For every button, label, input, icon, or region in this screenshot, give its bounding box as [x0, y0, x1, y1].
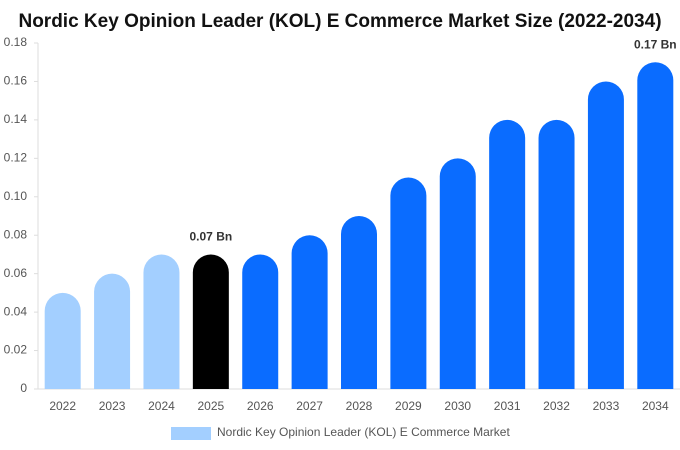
bar — [94, 273, 131, 389]
bar — [538, 119, 575, 389]
y-tick-label: 0.10 — [4, 189, 28, 203]
x-tick-label: 2028 — [346, 399, 373, 413]
legend-swatch — [171, 427, 211, 440]
bar — [44, 292, 81, 389]
chart-title: Nordic Key Opinion Leader (KOL) E Commer… — [18, 11, 661, 32]
data-label: 0.07 Bn — [190, 230, 233, 244]
bar — [489, 119, 526, 390]
y-tick-label: 0 — [20, 381, 27, 395]
y-tick-label: 0.06 — [4, 266, 28, 280]
y-tick-label: 0.16 — [4, 74, 28, 88]
bar — [291, 235, 328, 389]
x-tick-label: 2034 — [642, 399, 669, 413]
x-tick-label: 2031 — [494, 399, 521, 413]
x-tick-label: 2030 — [444, 399, 471, 413]
x-tick-label: 2027 — [296, 399, 323, 413]
data-label: 0.17 Bn — [634, 37, 677, 51]
bar — [341, 216, 377, 389]
y-tick-label: 0.18 — [4, 35, 28, 49]
bar — [390, 177, 427, 389]
bar — [242, 254, 279, 389]
x-tick-label: 2025 — [197, 399, 224, 413]
x-tick-label: 2029 — [395, 399, 422, 413]
x-tick-label: 2023 — [99, 399, 126, 413]
y-tick-label: 0.04 — [4, 304, 28, 318]
y-tick-label: 0.08 — [4, 227, 28, 241]
x-tick-label: 2033 — [593, 399, 620, 413]
bar — [587, 81, 624, 389]
bar — [143, 254, 180, 389]
x-tick-label: 2026 — [247, 399, 274, 413]
legend-label: Nordic Key Opinion Leader (KOL) E Commer… — [217, 425, 510, 439]
bar — [439, 158, 476, 389]
x-tick-label: 2024 — [148, 399, 175, 413]
bar — [637, 62, 674, 389]
y-tick-label: 0.14 — [4, 112, 28, 126]
x-tick-label: 2032 — [543, 399, 570, 413]
y-tick-label: 0.02 — [4, 343, 28, 357]
x-tick-label: 2022 — [49, 399, 76, 413]
bar — [192, 254, 229, 389]
y-tick-label: 0.12 — [4, 151, 28, 165]
